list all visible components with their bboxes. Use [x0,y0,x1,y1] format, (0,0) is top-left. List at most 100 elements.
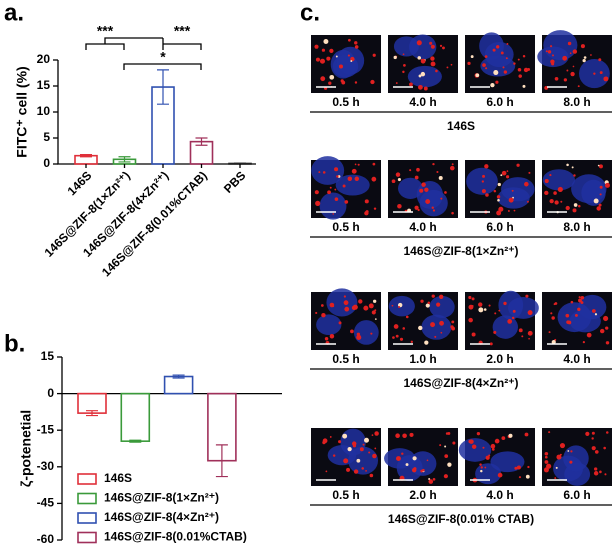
particle [314,190,319,195]
legend-label: 146S [104,471,132,485]
error-bar [80,154,92,158]
legend-swatch [77,473,97,485]
particle [347,447,352,452]
particle [354,163,357,166]
particle [430,56,435,61]
error-bar [86,410,98,417]
particle [604,182,610,188]
particle [591,309,596,313]
group-label: 146S [447,119,475,133]
particle [507,318,513,324]
particle [556,454,562,460]
group-label: 146S@ZIF-8(4×Zn²⁺) [403,376,518,390]
particle [334,167,339,172]
particle [428,479,434,484]
particle [586,332,592,338]
particle [440,331,443,334]
particle [354,41,358,45]
particle [352,304,358,310]
y-tick-label: -15 [37,422,55,436]
particle [516,465,521,470]
particle [372,53,376,57]
particle [399,337,404,341]
time-label: 4.0 h [486,488,513,502]
particle [544,451,549,456]
particle [596,206,601,211]
particle [548,431,551,434]
particle [468,304,474,310]
particle [505,57,508,60]
particle [503,70,508,74]
nucleus [429,295,455,318]
particle [418,325,423,331]
particle [467,61,471,65]
particle [354,81,358,84]
particle [567,41,572,46]
particle [341,80,346,85]
particle [490,82,495,88]
particle [405,463,409,467]
particle [482,174,486,178]
particle [334,188,337,191]
particle [391,304,394,307]
particle [572,49,578,54]
particle [507,209,510,212]
particle [566,163,569,167]
particle [409,432,414,437]
particle [393,324,399,329]
particle [508,197,514,203]
particle [551,316,555,320]
particle [500,174,503,177]
y-axis-label: FITC⁺ cell (%) [14,66,30,157]
particle [427,301,431,305]
particle [543,467,549,473]
particle [594,467,598,471]
particle [570,71,575,77]
nucleus [326,288,358,317]
particle [591,431,595,435]
particle [368,303,374,309]
nucleus [563,445,589,472]
particle [344,200,349,204]
particle [496,195,501,199]
nucleus [557,302,592,333]
particle [417,208,420,212]
legend-label: 146S@ZIF-8(4×Zn²⁺) [104,510,219,524]
legend-swatch [77,531,97,544]
particle [321,312,326,318]
particle [442,46,445,50]
particle [578,296,581,299]
particle [353,469,359,474]
particle [351,168,357,174]
error-bar [234,162,246,165]
particle [511,316,515,320]
particle [506,170,509,172]
particle [527,68,531,71]
particle [570,450,573,453]
particle [471,297,475,301]
particle [365,470,367,472]
particle [430,322,436,328]
particle [431,294,435,298]
nucleus [508,297,539,319]
particle [405,315,409,319]
particle [414,175,419,180]
particle [489,342,493,346]
particle [480,469,483,473]
particle [428,478,431,481]
time-label: 2.0 h [486,352,513,366]
nucleus [571,174,607,204]
particle [605,326,609,330]
y-tick-label: 5 [43,130,50,144]
particle [447,462,452,467]
particle [319,58,326,64]
particle [422,468,425,472]
particle [498,206,504,212]
particle [554,477,557,479]
particle [421,182,426,187]
particle [329,334,335,339]
particle [527,310,533,316]
particle [395,172,401,177]
significance-brackets [85,37,202,70]
particle [373,299,377,303]
